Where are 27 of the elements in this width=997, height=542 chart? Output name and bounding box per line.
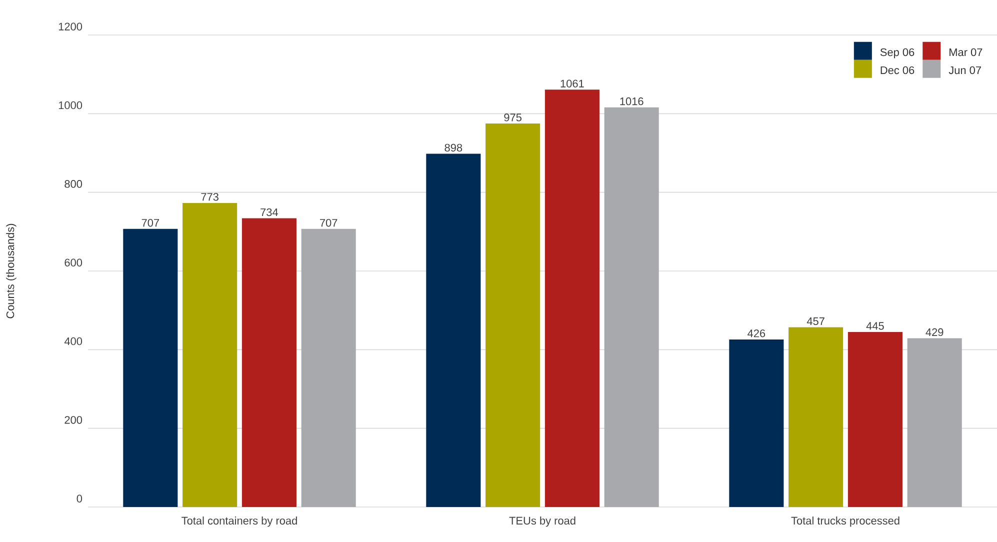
data-label: 445: [866, 322, 884, 330]
y-tick-label: 1200: [58, 22, 82, 30]
data-label: 707: [320, 218, 338, 227]
x-tick-label: Total containers by road: [182, 516, 297, 527]
y-tick-label: 0: [76, 494, 82, 502]
data-label: 707: [142, 218, 160, 227]
legend-label: Mar 07: [950, 48, 982, 56]
x-tick-label: TEUs by road: [509, 516, 576, 527]
legend-label: Dec 06: [880, 66, 914, 74]
y-tick-label: 800: [64, 180, 82, 188]
legend-label: Jun 07: [948, 66, 981, 74]
data-label: 1016: [620, 97, 644, 106]
data-label: 773: [201, 193, 218, 201]
x-tick-label: Total trucks processed: [791, 516, 900, 527]
data-label: 429: [926, 328, 944, 336]
y-tick-label: 1000: [58, 101, 82, 110]
data-label: 975: [504, 114, 522, 122]
data-label: 426: [748, 329, 766, 338]
data-label: 1061: [560, 80, 584, 88]
data-label: 457: [806, 317, 824, 326]
y-tick-label: 400: [64, 337, 82, 346]
y-tick-label: 600: [64, 258, 82, 266]
legend-label: Sep 06: [880, 48, 914, 58]
y-tick-label: 200: [64, 416, 82, 424]
y-axis-title: Counts (thousands): [6, 224, 16, 318]
data-label: 898: [444, 144, 462, 152]
data-label: 734: [260, 208, 278, 216]
